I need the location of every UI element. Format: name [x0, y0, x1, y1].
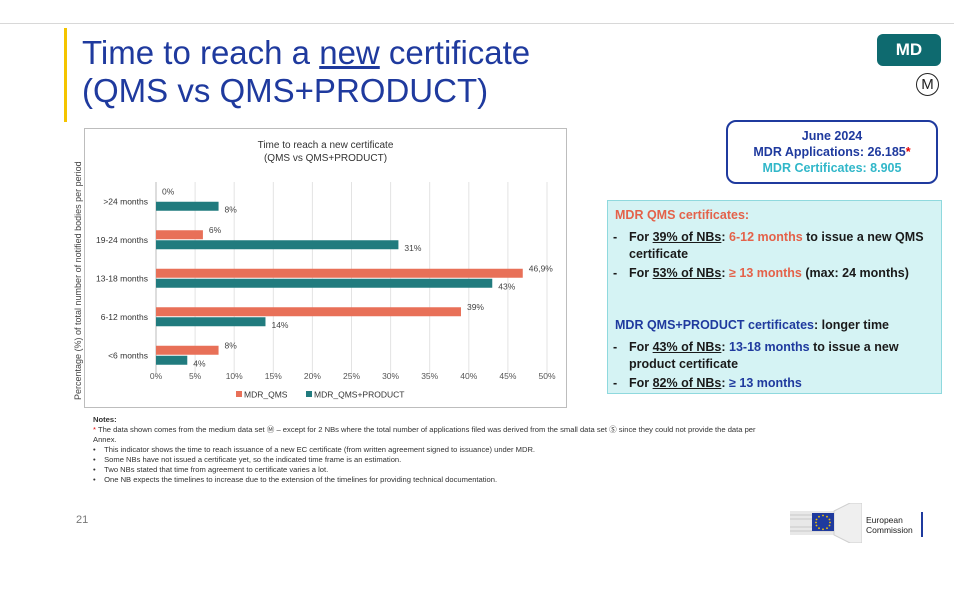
top-divider: [0, 23, 954, 24]
notes-line-1: * The data shown comes from the medium d…: [93, 425, 773, 445]
md-badge: MD: [877, 34, 941, 66]
chart-title: Time to reach a new certificate (QMS vs …: [84, 139, 567, 165]
item-text: :: [721, 230, 730, 244]
item-text: For: [629, 266, 653, 280]
item-text: :: [721, 266, 730, 280]
european-commission-logo: [790, 503, 862, 543]
item-share: 39% of NBs: [652, 230, 722, 244]
notes-bullet-1: • This indicator shows the time to reach…: [93, 445, 536, 454]
title-line-1: Time to reach a new certificate: [82, 34, 530, 72]
title-text-underlined: new: [319, 34, 380, 71]
logo-divider: [921, 512, 923, 537]
qms-product-heading: MDR QMS+PRODUCT certificates: longer tim…: [615, 317, 889, 334]
summary-box: June 2024 MDR Applications: 26.185* MDR …: [726, 120, 938, 184]
chart-title-line-2: (QMS vs QMS+PRODUCT): [263, 153, 388, 164]
page-number: 21: [76, 514, 89, 526]
notes-bullet-3: • Two NBs stated that time from agreemen…: [93, 465, 329, 474]
summary-date: June 2024: [801, 129, 863, 143]
qms-heading: MDR QMS certificates:: [615, 208, 750, 222]
item-share: 82% of NBs: [652, 376, 722, 390]
summary-certificates: MDR Certificates: 8.905: [762, 161, 902, 175]
item-text: For: [629, 230, 653, 244]
item-text: For: [629, 376, 653, 390]
findings-box: MDR QMS certificates: - For 39% of NBs: …: [607, 200, 942, 394]
title-accent-bar: [64, 28, 67, 122]
notes-bullet-text: Some NBs have not issued a certificate y…: [104, 455, 402, 464]
title-text-post: certificate: [379, 34, 531, 71]
summary-applications: MDR Applications: 26.185*: [728, 144, 936, 160]
item-period: ≥ 13 months: [729, 376, 802, 390]
item-period: ≥ 13 months: [729, 266, 802, 280]
title-text-pre: Time to reach a: [82, 34, 320, 71]
european-commission-wordmark: European Commission: [866, 515, 913, 535]
chart-title-line-1: Time to reach a new certificate: [257, 140, 394, 151]
logo-line-2: Commission: [866, 525, 913, 535]
title-line-2: (QMS vs QMS+PRODUCT): [82, 72, 489, 109]
chart-y-axis-label: Percentage (%) of total number of notifi…: [73, 161, 83, 400]
applications-text: MDR Applications: 26.185: [753, 145, 906, 159]
notes-bullet-text: Two NBs stated that time from agreement …: [104, 465, 329, 474]
item-share: 53% of NBs: [652, 266, 722, 280]
notes-bullet-text: One NB expects the timelines to increase…: [104, 475, 498, 484]
notes-bullet-2: • Some NBs have not issued a certificate…: [93, 455, 402, 464]
notes: Notes: * The data shown comes from the m…: [93, 415, 773, 485]
item-text: (max: 24 months): [801, 266, 909, 280]
notes-line-1-text: The data shown comes from the medium dat…: [93, 425, 756, 444]
logo-line-1: European: [866, 515, 903, 525]
notes-heading: Notes:: [93, 415, 117, 424]
applications-star: *: [905, 145, 911, 159]
item-share: 43% of NBs: [652, 340, 722, 354]
notes-bullet-4: • One NB expects the timelines to increa…: [93, 475, 498, 484]
qms-product-heading-hl: MDR QMS+PRODUCT certificates: [615, 318, 814, 332]
item-period: 13-18 months: [729, 340, 810, 354]
chart-frame: [84, 128, 567, 408]
notes-bullet-text: This indicator shows the time to reach i…: [104, 445, 536, 454]
item-text: to issue a new QMS certificate: [629, 230, 924, 261]
item-text: to issue a new product certificate: [629, 340, 899, 371]
item-text: For: [629, 340, 653, 354]
item-text: :: [721, 340, 730, 354]
item-period: 6-12 months: [729, 230, 803, 244]
notes-star: *: [93, 425, 96, 434]
slide-title: Time to reach a new certificate (QMS vs …: [82, 34, 530, 110]
item-text: :: [721, 376, 730, 390]
medium-dataset-icon: M: [916, 73, 939, 96]
qms-product-heading-post: : longer time: [814, 318, 890, 332]
